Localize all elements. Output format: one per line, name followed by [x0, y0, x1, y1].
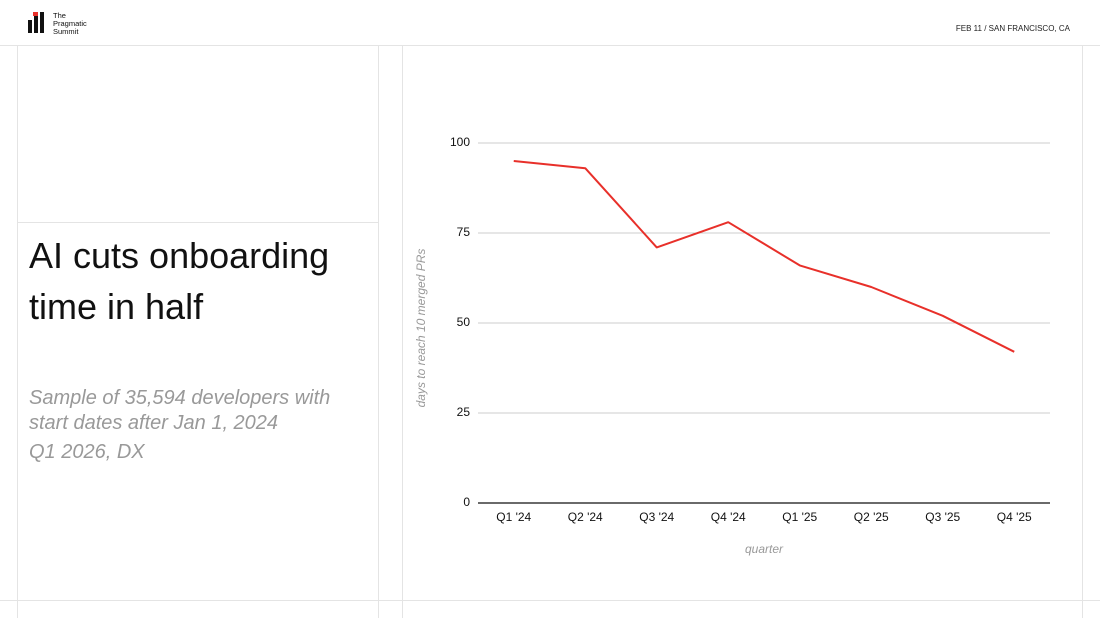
y-tick-label: 75 [457, 225, 471, 239]
x-tick-label: Q1 '24 [496, 510, 531, 524]
data-line [513, 160, 1015, 353]
y-tick-label: 25 [457, 405, 471, 419]
x-tick-label: Q4 '25 [997, 510, 1032, 524]
x-axis-label: quarter [745, 542, 784, 556]
x-tick-label: Q3 '24 [639, 510, 674, 524]
logo-line: Summit [53, 27, 79, 36]
y-tick-label: 0 [463, 495, 470, 509]
frame [0, 45, 1100, 618]
x-tick-label: Q4 '24 [711, 510, 746, 524]
x-tick-label: Q1 '25 [782, 510, 817, 524]
logo-icon [28, 12, 44, 33]
x-tick-label: Q3 '25 [925, 510, 960, 524]
slide-title: AI cuts onboarding time in half [29, 235, 330, 327]
logo-text: The Pragmatic Summit [53, 12, 87, 36]
slide-subtitle: Sample of 35,594 developers with start d… [29, 387, 331, 434]
y-tick-label: 50 [457, 315, 471, 329]
logo-line: Pragmatic [53, 19, 87, 28]
logo-line: The [53, 11, 66, 20]
slide-source: Q1 2026, DX [29, 441, 145, 463]
y-axis-label: days to reach 10 merged PRs [414, 249, 428, 408]
x-tick-label: Q2 '24 [568, 510, 603, 524]
y-tick-label: 100 [450, 135, 470, 149]
event-info: FEB 11 / SAN FRANCISCO, CA [955, 24, 1070, 33]
x-tick-label: Q2 '25 [854, 510, 889, 524]
